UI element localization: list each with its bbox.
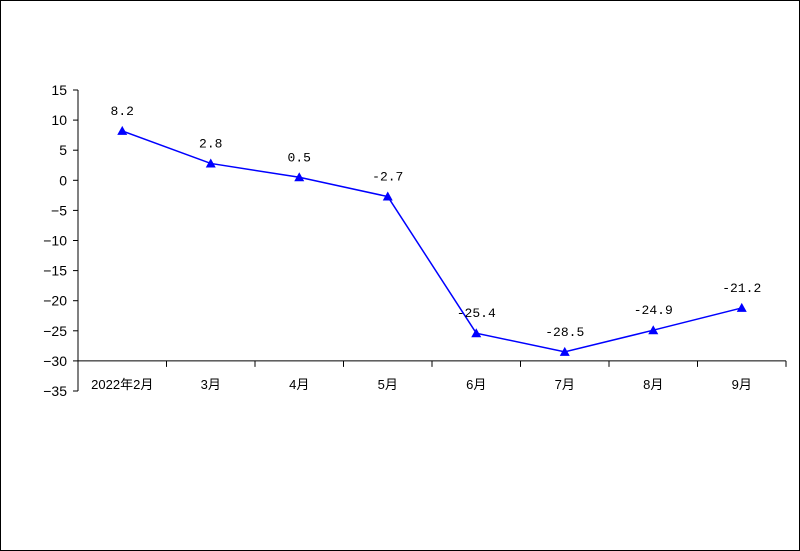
y-tick-label: −30 <box>43 353 67 369</box>
data-label: 8.2 <box>111 104 134 119</box>
y-tick-label: −5 <box>51 202 67 218</box>
data-point-marker <box>471 328 482 338</box>
y-tick-label: −20 <box>43 293 67 309</box>
data-label: -21.2 <box>722 281 761 296</box>
data-label: 0.5 <box>288 150 311 165</box>
data-labels: 8.2 2.8 0.5 -2.7 -25.4 -28.5 -24.9 -21.2 <box>111 104 762 340</box>
x-tick-label: 6月 <box>466 377 486 392</box>
series-line <box>121 130 742 353</box>
y-tick-label: 0 <box>59 172 67 188</box>
x-tick-label: 8月 <box>643 377 663 392</box>
x-tick-label: 4月 <box>289 377 309 392</box>
data-point-marker <box>559 346 570 356</box>
x-tick-label: 7月 <box>555 377 575 392</box>
series-layer <box>117 125 747 356</box>
x-tick-label: 5月 <box>378 377 398 392</box>
y-tick-label: −25 <box>43 323 67 339</box>
y-tick-label: 15 <box>51 82 67 98</box>
y-tick-label: 5 <box>59 142 67 158</box>
data-label: -25.4 <box>457 306 496 321</box>
data-point-marker <box>736 302 747 312</box>
data-label: -2.7 <box>372 170 403 185</box>
data-label: -24.9 <box>634 303 673 318</box>
x-tick-label: 3月 <box>201 377 221 392</box>
data-point-marker <box>205 158 216 168</box>
data-point-marker <box>117 125 128 135</box>
y-tick-label: −35 <box>43 383 67 399</box>
data-label: -28.5 <box>545 325 584 340</box>
y-ticks: 15 10 5 0 −5 −10 −15 −20 −25 −30 −35 <box>43 82 78 399</box>
data-point-marker <box>294 172 305 182</box>
y-tick-label: 10 <box>51 112 67 128</box>
x-tick-label: 2022年2月 <box>91 377 153 392</box>
x-ticks: 2022年2月 3月 4月 5月 6月 7月 8月 9月 <box>77 360 787 392</box>
data-point-marker <box>382 191 393 201</box>
y-tick-label: −10 <box>43 233 67 249</box>
x-tick-label: 9月 <box>732 377 752 392</box>
y-tick-label: −15 <box>43 263 67 279</box>
data-point-marker <box>648 325 659 335</box>
data-label: 2.8 <box>199 136 222 151</box>
